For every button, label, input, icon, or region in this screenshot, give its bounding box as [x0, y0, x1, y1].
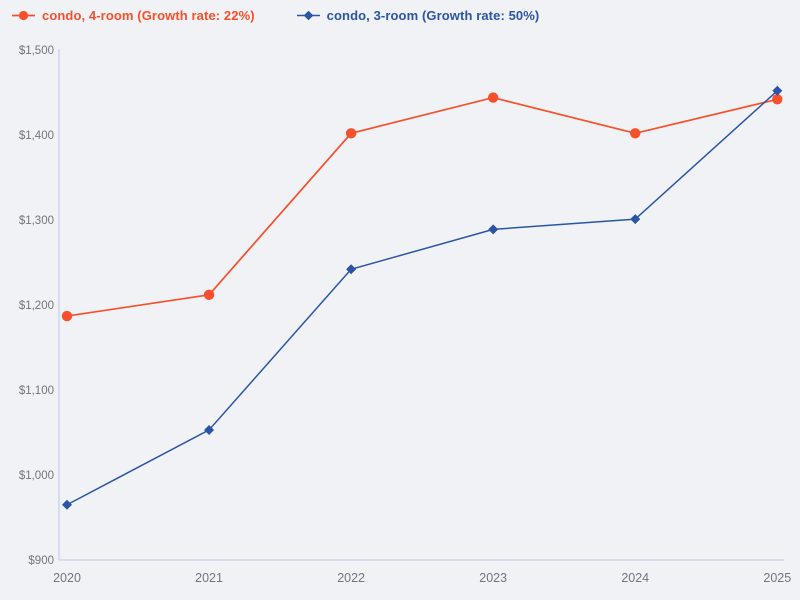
- x-tick-label: 2022: [337, 571, 365, 585]
- x-tick-label: 2025: [763, 571, 791, 585]
- y-tick-label: $1,100: [19, 385, 54, 397]
- data-point-diamond: [630, 214, 641, 225]
- data-point-diamond: [772, 85, 783, 96]
- y-tick-label: $1,500: [19, 45, 54, 57]
- data-point-circle: [61, 310, 73, 322]
- y-tick-label: $1,400: [19, 130, 54, 142]
- y-tick-label: $1,000: [19, 470, 54, 482]
- legend-diamond-marker-icon: [296, 10, 320, 21]
- legend-item-condo-4-room[interactable]: condo, 4-room (Growth rate: 22%): [12, 8, 255, 23]
- x-tick-label: 2023: [479, 571, 507, 585]
- legend-label-condo-4-room: condo, 4-room (Growth rate: 22%): [42, 8, 255, 23]
- series-line-condo-4-room: [66, 96, 778, 317]
- data-point-diamond: [488, 224, 499, 235]
- axes-layer: [58, 49, 784, 561]
- legend-circle-marker-icon: [12, 10, 35, 21]
- data-point-circle: [772, 94, 783, 105]
- y-tick-label: $900: [28, 555, 54, 567]
- data-point-circle: [345, 128, 357, 139]
- data-point-circle: [487, 92, 499, 103]
- data-point-diamond: [346, 264, 357, 275]
- x-tick-label: 2021: [195, 571, 223, 585]
- axis-labels-layer: $900 $1,000 $1,100 $1,200 $1,300 $1,400 $1,500…: [19, 45, 791, 585]
- data-point-circle: [203, 289, 215, 300]
- x-tick-label: 2024: [621, 571, 649, 585]
- legend-item-condo-3-room[interactable]: condo, 3-room (Growth rate: 50%): [296, 8, 540, 23]
- data-point-circle: [630, 128, 641, 139]
- series-line-condo-3-room: [66, 90, 778, 506]
- data-point-diamond: [62, 499, 72, 510]
- x-tick-label: 2020: [53, 571, 81, 585]
- y-tick-label: $1,200: [19, 300, 54, 312]
- y-tick-label: $1,300: [19, 215, 54, 227]
- data-point-diamond: [204, 424, 215, 435]
- legend-label-condo-3-room: condo, 3-room (Growth rate: 50%): [326, 8, 540, 23]
- chart-legend: condo, 4-room (Growth rate: 22%) condo, …: [12, 8, 539, 23]
- series-layer: [61, 85, 783, 510]
